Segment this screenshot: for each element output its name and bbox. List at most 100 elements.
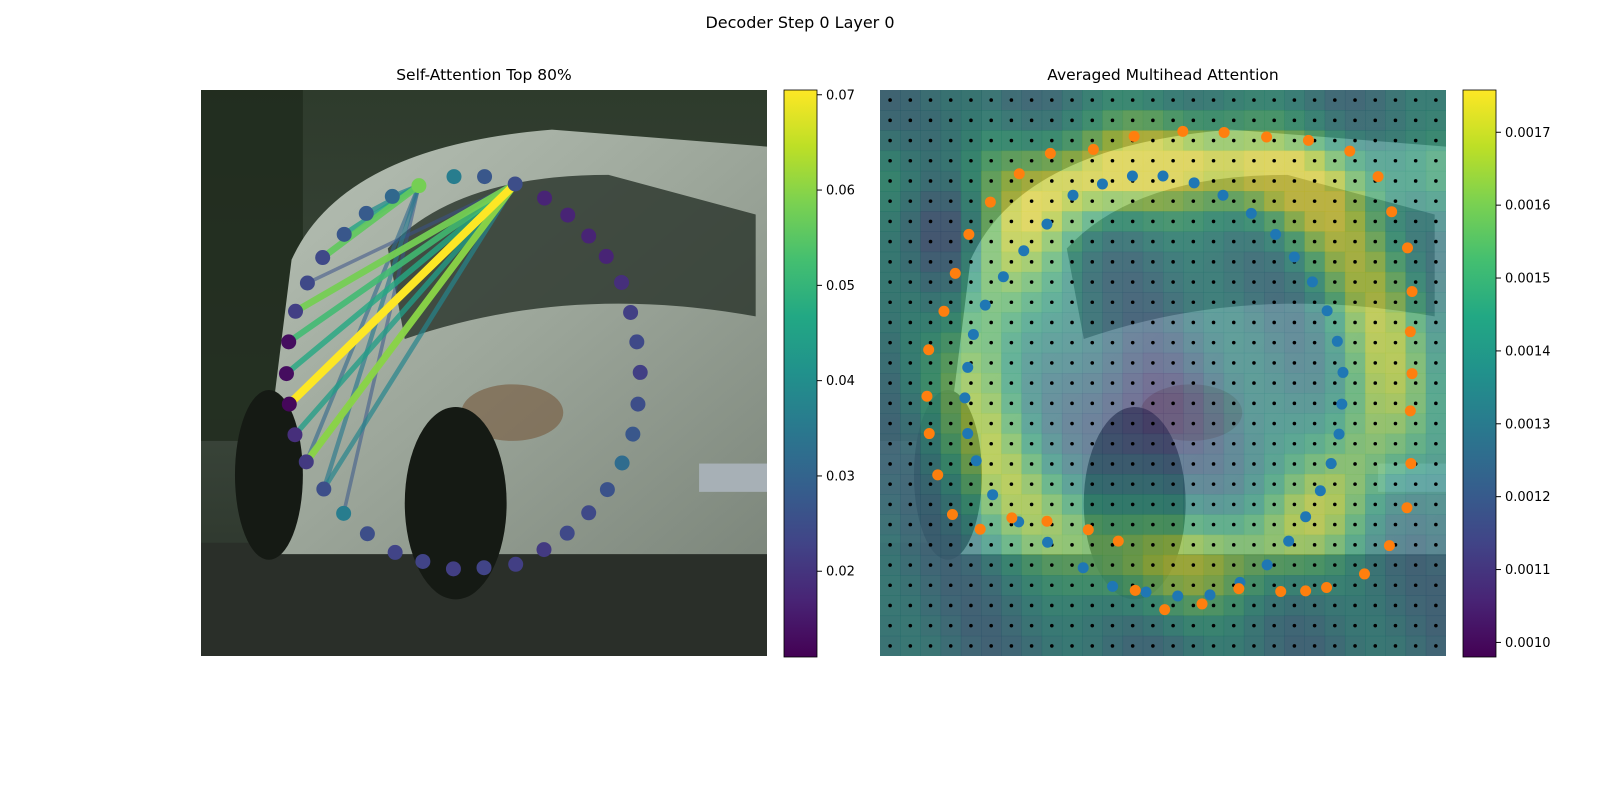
grid-dot [948, 603, 953, 608]
grid-dot [1413, 482, 1418, 486]
predicted-point [1077, 562, 1089, 574]
predicted-point [1140, 586, 1152, 598]
grid-dot [1333, 300, 1337, 305]
grid-dot [928, 583, 933, 588]
grid-dot [1252, 381, 1256, 385]
attention-point [411, 178, 427, 194]
reference-point [1321, 582, 1333, 594]
grid-dot [989, 462, 993, 466]
grid-dot [1050, 260, 1054, 264]
grid-dot [1393, 623, 1398, 628]
grid-dot [1070, 441, 1074, 446]
grid-dot [1312, 199, 1317, 203]
attention-point [298, 454, 314, 470]
predicted-point [1042, 536, 1054, 548]
grid-dot [1333, 260, 1337, 264]
grid-dot [1434, 340, 1438, 345]
attention-point [560, 207, 576, 223]
colorbar-tick-label: 0.02 [826, 565, 855, 580]
grid-dot [1090, 623, 1095, 628]
grid-dot [1393, 441, 1398, 446]
grid-dot [1292, 623, 1297, 628]
grid-dot [1252, 280, 1256, 284]
grid-dot [1029, 482, 1034, 486]
grid-dot [1090, 239, 1095, 244]
grid-dot [1353, 179, 1357, 183]
grid-dot [1171, 421, 1175, 426]
grid-dot [1413, 138, 1418, 143]
grid-dot [1130, 543, 1135, 547]
grid-dot [1312, 421, 1317, 426]
grid-dot [1029, 138, 1034, 143]
grid-dot [1333, 441, 1337, 446]
grid-dot [1231, 199, 1236, 203]
grid-dot [989, 98, 993, 102]
attention-line [285, 180, 519, 345]
grid-dot [1353, 583, 1357, 588]
grid-dot [1171, 179, 1175, 183]
grid-dot [1110, 260, 1115, 264]
grid-dot [1211, 340, 1216, 345]
reference-point [1404, 405, 1416, 417]
grid-dot [1191, 644, 1196, 648]
grid-dot [1050, 563, 1054, 567]
grid-dot [888, 239, 892, 244]
grid-dot [1171, 563, 1175, 567]
grid-dot [1191, 98, 1196, 102]
grid-dot [1231, 361, 1236, 365]
grid-dot [1171, 441, 1175, 446]
grid-dot [1272, 98, 1276, 102]
grid-dot [1434, 260, 1438, 264]
reference-point [1006, 512, 1018, 524]
grid-dot [1070, 482, 1074, 486]
grid-dot [1333, 219, 1337, 224]
grid-dot [1110, 219, 1115, 224]
grid-dot [1252, 300, 1256, 305]
grid-dot [1070, 421, 1074, 426]
grid-dot [928, 401, 933, 406]
grid-dot [1151, 179, 1155, 183]
grid-dot [928, 340, 933, 345]
grid-dot [1373, 280, 1378, 284]
grid-dot [948, 179, 953, 183]
grid-dot [928, 118, 933, 123]
grid-dot [1373, 502, 1378, 507]
grid-dot [1312, 98, 1317, 102]
grid-dot [928, 320, 933, 325]
grid-dot [1434, 441, 1438, 446]
grid-dot [1191, 623, 1196, 628]
grid-dot [1070, 603, 1074, 608]
grid-dot [1393, 260, 1398, 264]
grid-dot [1110, 502, 1115, 507]
grid-dot [888, 482, 892, 486]
grid-dot [1231, 421, 1236, 426]
reference-point [1406, 285, 1418, 297]
grid-dot [1009, 280, 1014, 284]
grid-dot [1151, 98, 1155, 102]
grid-dot [1312, 239, 1317, 244]
grid-dot [1312, 300, 1317, 305]
grid-dot [1009, 98, 1014, 102]
reference-point [1159, 604, 1171, 616]
grid-dot [1353, 158, 1357, 163]
grid-dot [1110, 543, 1115, 547]
grid-dot [1393, 98, 1398, 102]
grid-dot [1333, 482, 1337, 486]
grid-dot [1191, 118, 1196, 123]
grid-dot [1353, 543, 1357, 547]
grid-dot [1029, 401, 1034, 406]
grid-dot [1009, 543, 1014, 547]
reference-point [938, 305, 950, 317]
grid-dot [1171, 280, 1175, 284]
grid-dot [989, 381, 993, 385]
grid-dot [1272, 563, 1276, 567]
grid-dot [1171, 239, 1175, 244]
grid-dot [1171, 260, 1175, 264]
grid-dot [1110, 603, 1115, 608]
grid-dot [1272, 340, 1276, 345]
grid-dot [948, 522, 953, 527]
grid-dot [1393, 462, 1398, 466]
grid-dot [1191, 563, 1196, 567]
grid-dot [989, 583, 993, 588]
grid-dot [989, 118, 993, 123]
